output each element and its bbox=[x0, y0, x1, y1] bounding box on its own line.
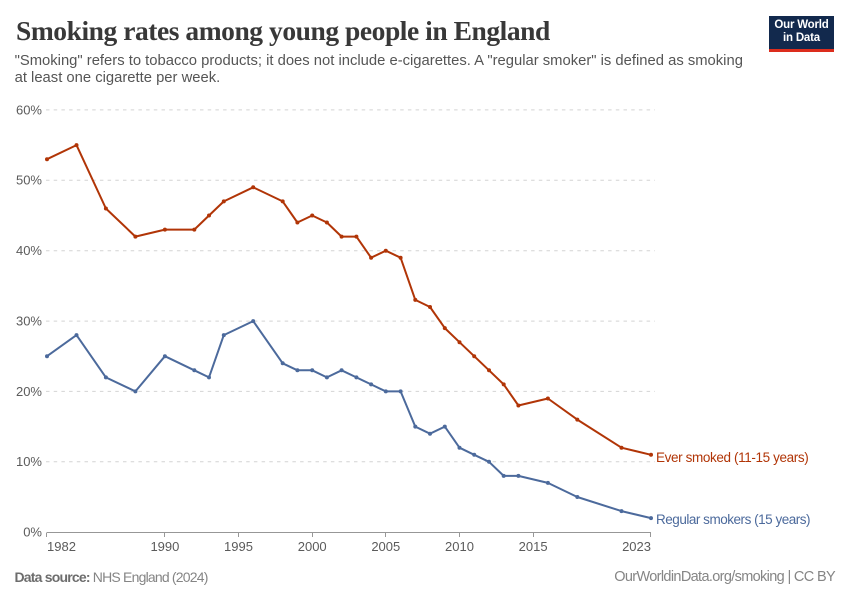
svg-text:1990: 1990 bbox=[150, 539, 179, 554]
svg-text:Regular smokers (15 years): Regular smokers (15 years) bbox=[656, 512, 810, 527]
svg-text:40%: 40% bbox=[16, 243, 42, 258]
svg-text:10%: 10% bbox=[16, 454, 42, 469]
svg-text:60%: 60% bbox=[16, 102, 42, 117]
svg-text:2000: 2000 bbox=[298, 539, 327, 554]
svg-text:30%: 30% bbox=[16, 314, 42, 329]
svg-text:Ever smoked (11-15 years): Ever smoked (11-15 years) bbox=[656, 450, 808, 465]
svg-text:1982: 1982 bbox=[47, 539, 76, 554]
svg-text:2015: 2015 bbox=[519, 539, 548, 554]
svg-text:50%: 50% bbox=[16, 173, 42, 188]
svg-text:2010: 2010 bbox=[445, 539, 474, 554]
svg-text:1995: 1995 bbox=[224, 539, 253, 554]
svg-text:0%: 0% bbox=[23, 525, 42, 540]
svg-text:20%: 20% bbox=[16, 384, 42, 399]
svg-text:2023: 2023 bbox=[622, 539, 651, 554]
svg-text:2005: 2005 bbox=[371, 539, 400, 554]
